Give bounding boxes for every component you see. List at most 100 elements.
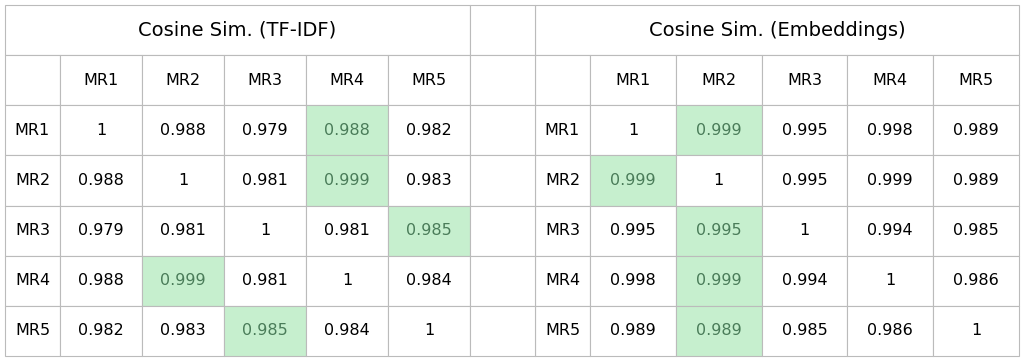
Bar xyxy=(676,105,762,156)
Bar xyxy=(388,156,470,205)
Bar xyxy=(535,205,590,256)
Bar xyxy=(848,306,933,356)
Text: MR1: MR1 xyxy=(615,73,650,88)
Text: 0.998: 0.998 xyxy=(867,123,913,138)
Text: 0.982: 0.982 xyxy=(78,323,124,338)
Bar xyxy=(306,306,388,356)
Text: 0.983: 0.983 xyxy=(160,323,206,338)
Text: 0.989: 0.989 xyxy=(610,323,655,338)
Text: MR1: MR1 xyxy=(15,123,50,138)
Bar xyxy=(676,156,762,205)
Text: Cosine Sim. (TF-IDF): Cosine Sim. (TF-IDF) xyxy=(138,21,337,40)
Bar xyxy=(224,306,306,356)
Bar xyxy=(535,256,590,306)
Text: 0.985: 0.985 xyxy=(781,323,827,338)
Bar xyxy=(5,256,60,306)
Text: Cosine Sim. (Embeddings): Cosine Sim. (Embeddings) xyxy=(648,21,905,40)
Text: MR5: MR5 xyxy=(15,323,50,338)
Bar xyxy=(224,105,306,156)
Bar xyxy=(142,306,224,356)
Bar xyxy=(5,105,60,156)
Text: MR4: MR4 xyxy=(872,73,908,88)
Bar xyxy=(590,306,676,356)
Bar xyxy=(142,156,224,205)
Bar xyxy=(5,156,60,205)
Bar xyxy=(142,205,224,256)
Text: MR3: MR3 xyxy=(787,73,822,88)
Text: 0.981: 0.981 xyxy=(160,223,206,238)
Bar xyxy=(5,5,470,55)
Bar xyxy=(388,55,470,105)
Bar xyxy=(848,55,933,105)
Text: 0.998: 0.998 xyxy=(610,273,655,288)
Text: 0.999: 0.999 xyxy=(867,173,913,188)
Bar xyxy=(762,205,848,256)
Text: 0.985: 0.985 xyxy=(242,323,288,338)
Bar xyxy=(933,205,1019,256)
Text: MR2: MR2 xyxy=(166,73,201,88)
Text: MR5: MR5 xyxy=(545,323,580,338)
Bar xyxy=(762,256,848,306)
Bar xyxy=(590,205,676,256)
Text: MR2: MR2 xyxy=(545,173,580,188)
Text: MR3: MR3 xyxy=(248,73,283,88)
Bar xyxy=(60,256,142,306)
Bar xyxy=(590,55,676,105)
Bar xyxy=(470,256,535,306)
Text: 0.988: 0.988 xyxy=(78,273,124,288)
Text: MR1: MR1 xyxy=(545,123,581,138)
Text: 0.989: 0.989 xyxy=(696,323,741,338)
Text: 0.983: 0.983 xyxy=(407,173,452,188)
Bar xyxy=(306,156,388,205)
Bar xyxy=(848,105,933,156)
Bar xyxy=(470,5,535,55)
Text: MR4: MR4 xyxy=(330,73,365,88)
Bar xyxy=(933,256,1019,306)
Bar xyxy=(535,5,1019,55)
Text: 0.994: 0.994 xyxy=(781,273,827,288)
Text: 0.995: 0.995 xyxy=(781,173,827,188)
Bar xyxy=(388,105,470,156)
Bar xyxy=(676,55,762,105)
Bar xyxy=(470,105,535,156)
Bar xyxy=(224,256,306,306)
Bar xyxy=(306,256,388,306)
Bar xyxy=(470,55,535,105)
Bar xyxy=(762,306,848,356)
Bar xyxy=(590,156,676,205)
Text: 0.999: 0.999 xyxy=(160,273,206,288)
Text: 0.984: 0.984 xyxy=(407,273,452,288)
Bar xyxy=(470,306,535,356)
Text: 0.986: 0.986 xyxy=(953,273,999,288)
Bar xyxy=(224,205,306,256)
Bar xyxy=(5,55,60,105)
Bar xyxy=(60,306,142,356)
Bar xyxy=(224,55,306,105)
Text: 0.986: 0.986 xyxy=(867,323,913,338)
Bar xyxy=(5,205,60,256)
Text: 0.985: 0.985 xyxy=(953,223,999,238)
Bar xyxy=(60,55,142,105)
Bar xyxy=(388,205,470,256)
Text: MR4: MR4 xyxy=(15,273,50,288)
Text: 0.988: 0.988 xyxy=(78,173,124,188)
Text: 0.999: 0.999 xyxy=(696,123,741,138)
Bar xyxy=(676,306,762,356)
Bar xyxy=(306,55,388,105)
Text: 0.979: 0.979 xyxy=(243,123,288,138)
Bar xyxy=(5,306,60,356)
Text: 0.995: 0.995 xyxy=(610,223,655,238)
Text: 0.981: 0.981 xyxy=(324,223,370,238)
Bar xyxy=(224,156,306,205)
Text: 1: 1 xyxy=(342,273,352,288)
Bar xyxy=(933,105,1019,156)
Text: 0.981: 0.981 xyxy=(242,173,288,188)
Text: MR2: MR2 xyxy=(15,173,50,188)
Text: 1: 1 xyxy=(885,273,895,288)
Bar xyxy=(470,156,535,205)
Bar xyxy=(848,205,933,256)
Bar xyxy=(762,105,848,156)
Bar xyxy=(470,205,535,256)
Text: 1: 1 xyxy=(424,323,434,338)
Bar xyxy=(933,306,1019,356)
